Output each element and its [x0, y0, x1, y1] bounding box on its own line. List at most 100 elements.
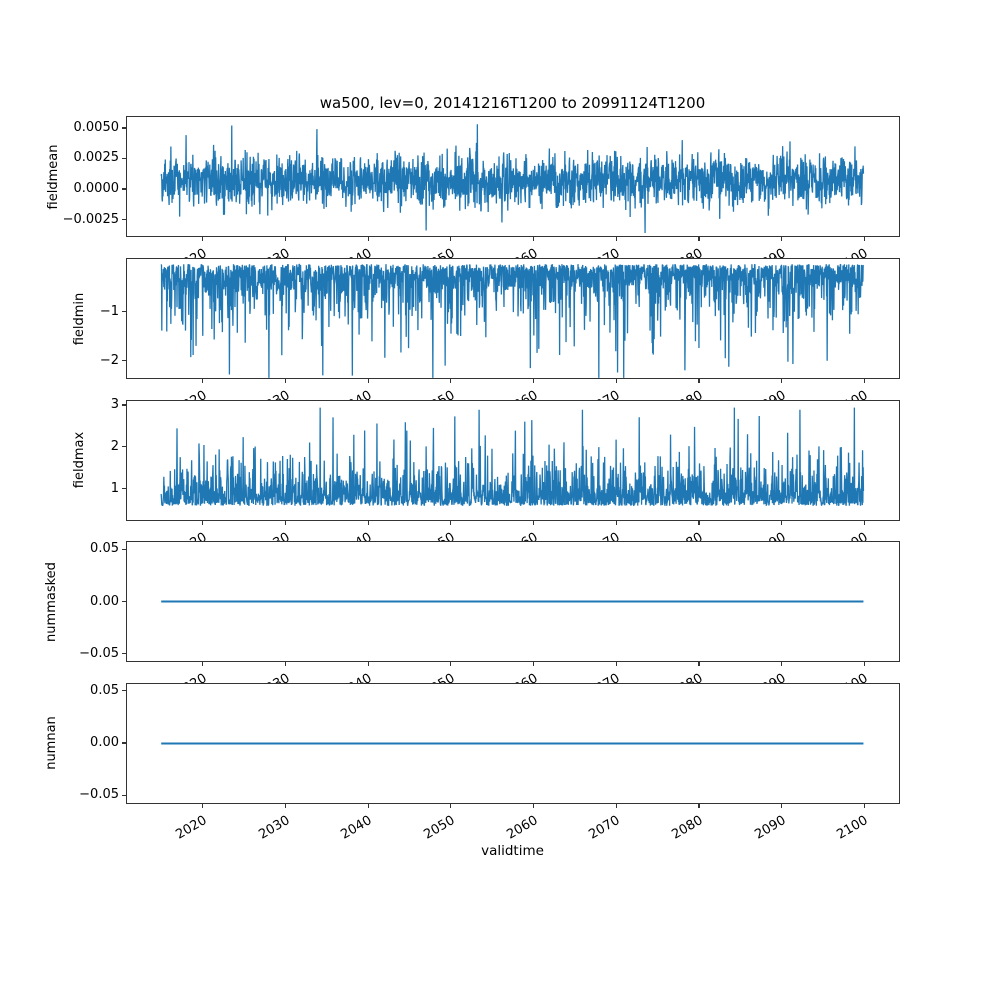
- series-line-fieldmax: [160, 407, 865, 506]
- x-tick-mark: [698, 379, 700, 383]
- x-tick-mark: [202, 520, 204, 525]
- x-tick-label: 2060: [503, 246, 541, 276]
- x-tick-mark: [367, 237, 369, 241]
- x-tick-mark: [367, 662, 369, 666]
- x-tick-mark: [532, 662, 535, 666]
- x-tick-mark: [284, 803, 287, 808]
- x-tick-label: 2080: [669, 671, 706, 701]
- y-tick-mark: [122, 157, 126, 160]
- x-tick-mark: [615, 237, 617, 241]
- x-tick-label: 2070: [586, 388, 623, 418]
- y-tick-mark: [122, 488, 126, 490]
- axes-border: [126, 682, 900, 804]
- x-tick-mark: [863, 520, 865, 525]
- series-plot-area: [161, 742, 864, 744]
- x-tick-mark: [367, 803, 369, 808]
- y-tick-mark: [122, 360, 126, 362]
- axes-border: [126, 116, 900, 237]
- series-plot-area: [160, 263, 865, 378]
- x-tick-mark: [781, 237, 783, 241]
- x-tick-label: 2070: [586, 246, 623, 276]
- x-tick-label: 2060: [503, 671, 541, 701]
- x-tick-mark: [698, 237, 700, 241]
- x-tick-mark: [615, 662, 617, 666]
- x-tick-label: 2070: [586, 671, 623, 701]
- y-axis-label-nummasked: nummasked: [44, 561, 59, 642]
- x-tick-mark: [367, 520, 369, 525]
- y-tick-label: −0.05: [79, 645, 119, 661]
- x-tick-mark: [863, 803, 865, 808]
- x-tick-label: 2040: [338, 671, 375, 701]
- y-tick-mark: [122, 742, 126, 744]
- x-tick-label: 2030: [255, 246, 293, 276]
- y-tick-mark: [122, 548, 126, 550]
- axes-background: [126, 116, 900, 237]
- x-tick-label: 2100: [834, 529, 871, 560]
- x-tick-mark: [781, 662, 783, 666]
- y-tick-label: −1: [99, 303, 119, 319]
- x-tick-label: 2040: [338, 388, 375, 418]
- y-tick-mark: [122, 600, 126, 603]
- x-tick-mark: [532, 237, 535, 241]
- x-tick-label: 2080: [669, 246, 706, 276]
- x-tick-label: 2070: [586, 529, 623, 560]
- y-tick-label: 0.0050: [73, 119, 120, 135]
- x-tick-mark: [450, 662, 452, 666]
- x-tick-mark: [615, 803, 617, 808]
- x-tick-mark: [863, 379, 865, 383]
- x-tick-label: 2020: [173, 529, 210, 560]
- y-tick-mark: [122, 188, 126, 190]
- x-tick-label: 2100: [834, 246, 871, 276]
- y-tick-label: −0.05: [79, 787, 119, 803]
- y-tick-label: 0.00: [90, 735, 119, 750]
- x-tick-label: 2090: [751, 246, 789, 276]
- y-tick-label: 0.0000: [73, 181, 120, 196]
- x-tick-mark: [615, 520, 617, 525]
- axes-border: [126, 541, 900, 662]
- axes-background: [126, 258, 900, 379]
- y-tick-label: 3: [110, 397, 119, 413]
- x-tick-mark: [532, 803, 535, 808]
- y-tick-mark: [122, 690, 126, 692]
- x-tick-mark: [532, 520, 535, 525]
- x-tick-label: 2050: [421, 529, 458, 560]
- y-axis-label-numnan: numnan: [44, 716, 59, 770]
- x-tick-mark: [450, 520, 452, 525]
- x-tick-mark: [450, 379, 452, 383]
- series-line-fieldmean: [160, 124, 865, 233]
- x-tick-label: 2020: [173, 388, 210, 418]
- x-tick-label: 2020: [173, 671, 210, 701]
- y-tick-mark: [122, 653, 126, 655]
- axes-border: [126, 258, 900, 379]
- x-tick-mark: [450, 803, 452, 808]
- y-tick-label: −2: [99, 352, 119, 368]
- x-tick-mark: [863, 237, 865, 241]
- y-tick-mark: [122, 794, 126, 796]
- axes-border: [126, 399, 900, 521]
- y-tick-mark: [122, 404, 126, 406]
- y-tick-label: 2: [110, 438, 119, 454]
- x-tick-label: 2060: [503, 529, 541, 560]
- x-tick-label: 2040: [338, 246, 375, 276]
- x-tick-label: 2060: [503, 388, 541, 418]
- x-tick-mark: [367, 379, 369, 383]
- x-tick-mark: [781, 379, 783, 383]
- x-tick-mark: [202, 662, 204, 666]
- x-tick-mark: [284, 237, 287, 241]
- axes-background: [126, 541, 900, 662]
- y-tick-mark: [122, 127, 126, 129]
- x-tick-mark: [202, 379, 204, 383]
- x-tick-label: 2100: [834, 388, 871, 418]
- x-tick-label: 2080: [669, 529, 706, 560]
- y-tick-label: 0.05: [90, 541, 119, 557]
- y-tick-mark: [122, 218, 126, 221]
- x-tick-mark: [698, 520, 700, 525]
- x-tick-label: 2050: [421, 246, 458, 276]
- y-axis-label-fieldmax: fieldmax: [72, 431, 87, 489]
- x-tick-mark: [781, 803, 783, 808]
- series-plot-area: [161, 600, 864, 603]
- x-axis-label: validtime: [481, 843, 544, 859]
- y-tick-label: 1: [110, 480, 119, 496]
- x-tick-label: 2050: [421, 671, 458, 701]
